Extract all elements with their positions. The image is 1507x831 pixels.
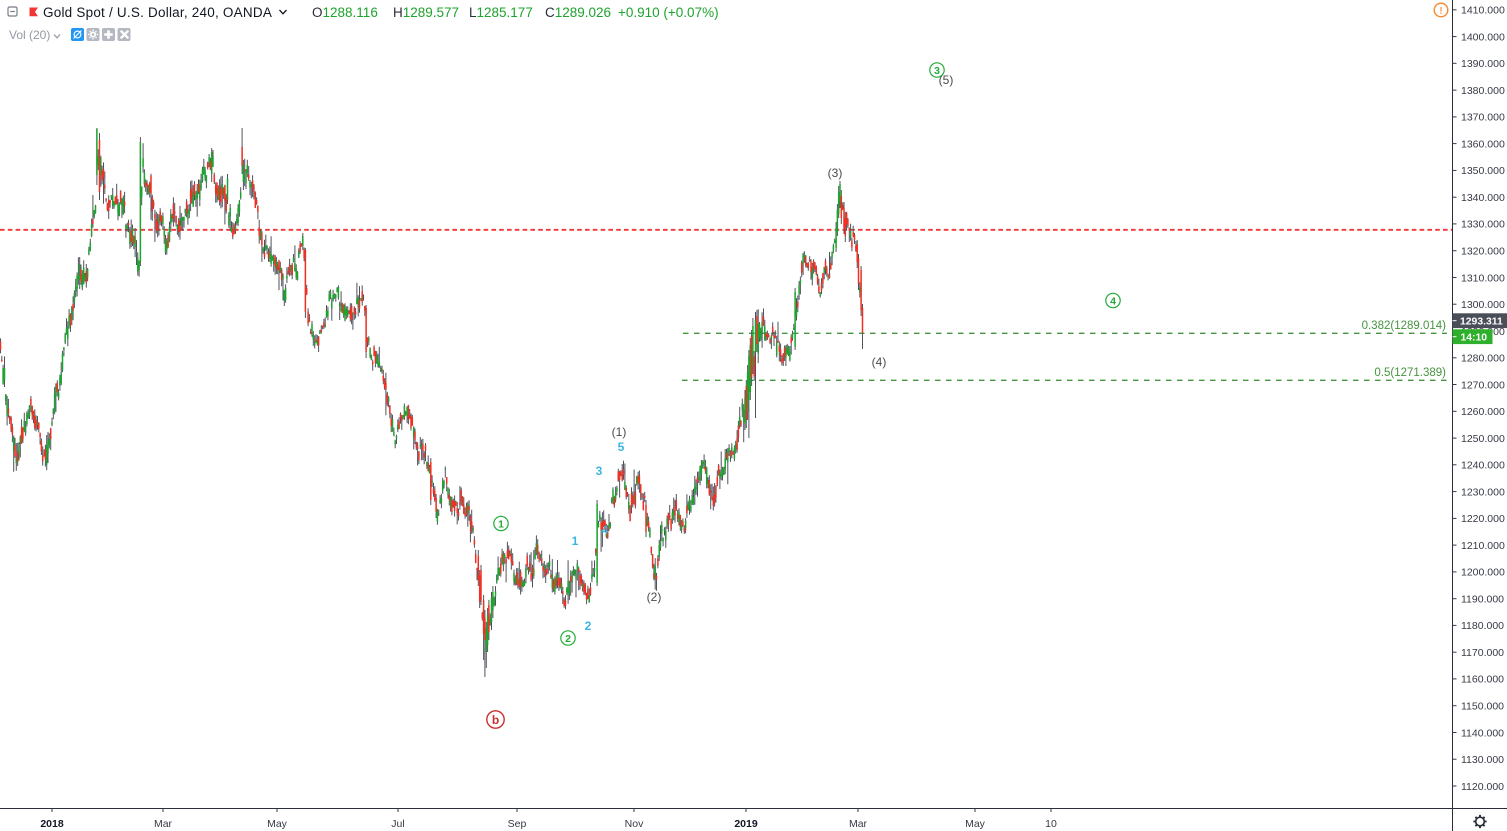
svg-text:5: 5 — [618, 440, 625, 454]
svg-text:L1285.177: L1285.177 — [469, 5, 533, 20]
svg-text:(4): (4) — [872, 355, 887, 369]
svg-text:(1): (1) — [612, 425, 627, 439]
svg-text:(5): (5) — [939, 73, 954, 87]
svg-text:Jul: Jul — [391, 818, 404, 830]
svg-text:2019: 2019 — [734, 818, 758, 830]
svg-text:1280.000: 1280.000 — [1461, 353, 1505, 365]
svg-text:2018: 2018 — [40, 818, 64, 830]
svg-text:H1289.577: H1289.577 — [393, 5, 459, 20]
svg-text:Mar: Mar — [154, 818, 173, 830]
svg-text:+0.910 (+0.07%): +0.910 (+0.07%) — [618, 5, 719, 20]
svg-text:May: May — [267, 818, 288, 830]
svg-text:1380.000: 1380.000 — [1461, 85, 1505, 97]
svg-text:O1288.116: O1288.116 — [312, 5, 378, 20]
svg-text:1250.000: 1250.000 — [1461, 433, 1505, 445]
svg-text:Mar: Mar — [849, 818, 868, 830]
svg-text:1190.000: 1190.000 — [1461, 594, 1504, 606]
svg-text:1: 1 — [572, 534, 579, 548]
svg-text:!: ! — [1439, 5, 1443, 17]
svg-text:1350.000: 1350.000 — [1461, 165, 1505, 177]
svg-text:Gold Spot / U.S. Dollar, 240,: Gold Spot / U.S. Dollar, 240, OANDA — [43, 5, 272, 20]
svg-text:1410.000: 1410.000 — [1461, 5, 1505, 17]
svg-text:1330.000: 1330.000 — [1461, 219, 1505, 231]
svg-text:May: May — [965, 818, 986, 830]
svg-text:1360.000: 1360.000 — [1461, 138, 1505, 150]
svg-text:14:10: 14:10 — [1461, 333, 1488, 344]
svg-text:3: 3 — [596, 464, 603, 478]
svg-text:Nov: Nov — [625, 818, 644, 830]
svg-text:b: b — [492, 713, 499, 727]
svg-text:3: 3 — [934, 65, 940, 77]
svg-text:1130.000: 1130.000 — [1461, 754, 1504, 766]
svg-text:1270.000: 1270.000 — [1461, 379, 1505, 391]
svg-text:1: 1 — [498, 518, 504, 530]
svg-text:1300.000: 1300.000 — [1461, 299, 1505, 311]
svg-text:1260.000: 1260.000 — [1461, 406, 1505, 418]
svg-text:1340.000: 1340.000 — [1461, 192, 1505, 204]
svg-text:1390.000: 1390.000 — [1461, 58, 1505, 70]
svg-text:1220.000: 1220.000 — [1461, 513, 1505, 525]
svg-text:C1289.026: C1289.026 — [545, 5, 611, 20]
svg-text:1230.000: 1230.000 — [1461, 486, 1505, 498]
svg-text:Sep: Sep — [508, 818, 527, 830]
svg-text:0.382(1289.014): 0.382(1289.014) — [1362, 320, 1447, 332]
svg-text:0.5(1271.389): 0.5(1271.389) — [1374, 367, 1446, 379]
svg-text:1150.000: 1150.000 — [1461, 701, 1504, 713]
svg-text:2: 2 — [565, 633, 571, 645]
svg-text:1240.000: 1240.000 — [1461, 460, 1505, 472]
svg-text:1320.000: 1320.000 — [1461, 246, 1505, 258]
svg-text:1170.000: 1170.000 — [1461, 647, 1504, 659]
svg-text:1120.000: 1120.000 — [1461, 781, 1504, 793]
svg-text:1310.000: 1310.000 — [1461, 272, 1505, 284]
svg-text:1400.000: 1400.000 — [1461, 31, 1505, 43]
svg-text:1140.000: 1140.000 — [1461, 727, 1504, 739]
svg-text:1160.000: 1160.000 — [1461, 674, 1504, 686]
svg-text:10: 10 — [1045, 818, 1057, 830]
svg-text:2: 2 — [585, 619, 592, 633]
svg-text:4: 4 — [1110, 295, 1116, 307]
svg-text:1210.000: 1210.000 — [1461, 540, 1505, 552]
svg-text:(2): (2) — [647, 590, 662, 604]
svg-text:4: 4 — [602, 523, 609, 537]
svg-text:Vol (20): Vol (20) — [9, 28, 50, 42]
svg-text:1180.000: 1180.000 — [1461, 620, 1504, 632]
svg-text:(3): (3) — [828, 166, 843, 180]
svg-text:1200.000: 1200.000 — [1461, 567, 1505, 579]
svg-text:1370.000: 1370.000 — [1461, 112, 1505, 124]
svg-text:1293.311: 1293.311 — [1460, 317, 1503, 328]
